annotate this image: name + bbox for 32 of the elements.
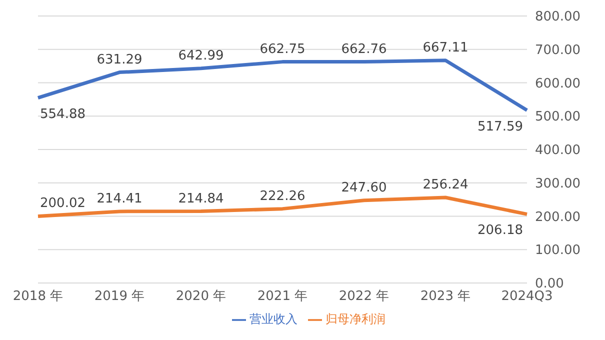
data-label: 517.59 [478, 119, 523, 134]
data-label: 206.18 [478, 223, 523, 238]
data-label: 662.76 [341, 42, 387, 57]
legend-label: 营业收入 [250, 312, 298, 326]
y-tick-label: 400.00 [535, 143, 580, 158]
data-label: 662.75 [260, 42, 306, 57]
x-tick-label: 2021 年 [257, 289, 308, 304]
data-label: 642.99 [178, 48, 224, 64]
x-tick-label: 2020 年 [176, 289, 226, 304]
y-tick-label: 700.00 [535, 42, 580, 58]
legend-label: 归母净利润 [326, 312, 386, 326]
y-tick-label: 0.00 [535, 276, 564, 292]
x-tick-label: 2022 年 [338, 289, 390, 304]
data-label: 256.24 [422, 177, 468, 192]
x-tick-label: 2024Q3 [501, 289, 553, 304]
x-tick-label: 2018 年 [12, 289, 64, 304]
x-tick-label: 2019 年 [94, 289, 145, 304]
y-tick-label: 800.00 [535, 10, 580, 25]
y-tick-label: 500.00 [535, 110, 580, 125]
data-label: 214.84 [178, 191, 224, 206]
data-label: 214.41 [96, 191, 142, 206]
data-label: 631.29 [96, 52, 142, 68]
data-label: 247.60 [341, 180, 387, 196]
data-label: 222.26 [260, 188, 306, 204]
data-label: 667.11 [422, 40, 468, 56]
y-tick-label: 200.00 [535, 210, 580, 225]
x-tick-label: 2023 年 [420, 289, 471, 304]
data-label: 200.02 [40, 196, 86, 212]
y-tick-label: 300.00 [535, 176, 580, 192]
data-label: 554.88 [40, 106, 86, 122]
y-tick-label: 100.00 [535, 243, 580, 258]
y-tick-label: 600.00 [535, 76, 580, 92]
